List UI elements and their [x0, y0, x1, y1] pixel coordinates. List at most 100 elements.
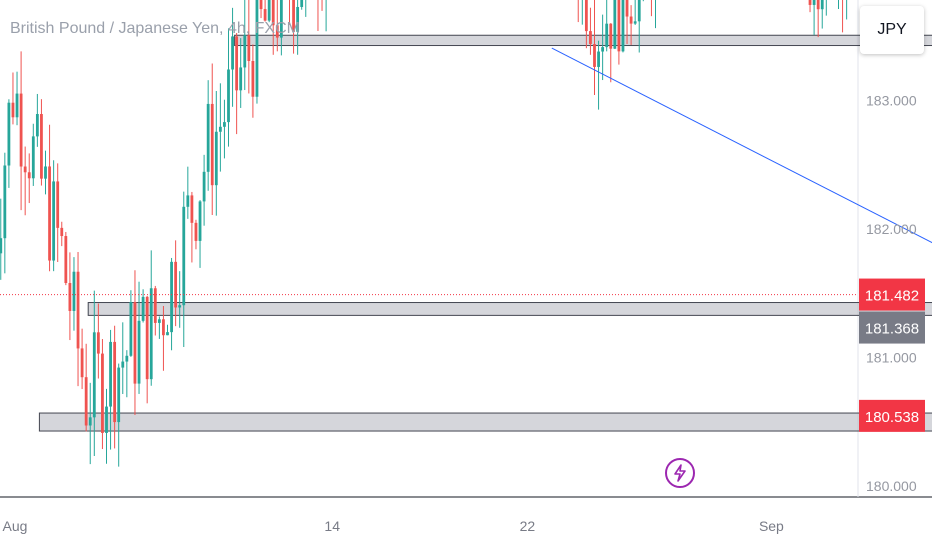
candle-body-17	[60, 227, 64, 237]
candle-body-151	[605, 23, 609, 48]
candle-body-38	[145, 296, 149, 380]
candle-body-44	[170, 261, 173, 333]
candle-body-39	[149, 288, 153, 380]
candle-body-69	[271, 0, 275, 26]
candle-body-15	[52, 181, 56, 261]
trendline-2	[551, 47, 932, 244]
candle-body-159	[637, 0, 641, 22]
candle-body-76	[300, 0, 304, 7]
candle-body-147	[589, 31, 592, 45]
candle-body-58	[227, 69, 230, 123]
candle-body-34	[129, 302, 133, 356]
candle-body-57	[223, 122, 226, 127]
candle-body-10	[31, 136, 35, 179]
candle-body-74	[292, 0, 295, 32]
candle-body-65	[255, 0, 259, 97]
candle-body-18	[64, 236, 68, 283]
candle-body-55	[214, 131, 218, 186]
candle-body-51	[198, 201, 202, 241]
time-tick-label: 14	[324, 518, 340, 534]
candle-body-75	[296, 6, 300, 32]
candle-body-43	[166, 332, 169, 336]
zone-2	[87, 302, 932, 316]
candle-body-46	[178, 305, 182, 308]
candle-body-45	[174, 261, 178, 308]
price-label-last: 181.482	[865, 288, 919, 305]
candle-body-31	[117, 367, 121, 423]
candle-body-146	[584, 0, 588, 32]
price-label-last-bg	[859, 278, 925, 311]
time-tick-label: Aug	[3, 518, 28, 534]
candle-body-47	[182, 206, 186, 306]
candle-body-20	[72, 271, 76, 311]
candle-body-27	[101, 353, 104, 433]
candle-body-23	[84, 377, 88, 426]
candle-body-156	[625, 0, 629, 17]
candle-body-155	[621, 0, 625, 52]
candle-body-21	[76, 271, 80, 349]
candle-body-37	[141, 296, 145, 321]
candle-body-11	[35, 114, 39, 137]
price-tick-label: 180.000	[866, 478, 917, 494]
candle-body-152	[609, 23, 613, 49]
candle-body-148	[593, 44, 596, 67]
candle-body-52	[202, 171, 206, 202]
candle-body-30	[113, 341, 117, 423]
candle-body-49	[190, 195, 194, 223]
candle-body-41	[157, 319, 161, 323]
candle-body-25	[92, 332, 96, 418]
time-tick-label: 22	[520, 518, 536, 534]
candle-body-204	[820, 0, 824, 10]
zone-1	[234, 34, 932, 47]
price-label-entry-bg	[859, 311, 925, 344]
price-tick-label: 183.000	[866, 93, 917, 109]
candle-body-5	[11, 102, 15, 118]
chart-title: British Pound / Japanese Yen, 4h, FXCM	[10, 20, 300, 37]
candle-body-16	[56, 181, 60, 228]
candle-body-7	[19, 93, 23, 167]
candle-body-67	[263, 9, 267, 21]
price-label-stop-bg	[859, 399, 925, 432]
candle-body-3	[3, 165, 7, 239]
candle-body-8	[23, 166, 27, 173]
candle-body-35	[133, 302, 137, 384]
candle-body-154	[617, 0, 621, 52]
candle-body-157	[629, 16, 633, 24]
candle-body-22	[80, 348, 84, 378]
currency-button[interactable]: JPY	[860, 6, 924, 54]
candle-body-153	[613, 0, 617, 49]
candle-body-59	[231, 36, 234, 70]
candle-body-150	[601, 47, 605, 52]
candle-body-6	[15, 93, 19, 118]
price-label-entry: 181.368	[865, 321, 919, 338]
candle-body-61	[239, 67, 243, 91]
candle-body-33	[125, 355, 129, 362]
candle-body-60	[235, 36, 239, 91]
zone-3	[38, 412, 932, 432]
candle-body-48	[186, 195, 190, 207]
candle-body-64	[251, 61, 255, 97]
candle-body-26	[96, 332, 100, 354]
candle-body-70	[275, 25, 279, 38]
candles	[0, 0, 848, 467]
candle-body-63	[247, 35, 251, 62]
candle-body-54	[210, 103, 214, 186]
candle-body-42	[162, 319, 165, 336]
candle-body-13	[44, 166, 47, 179]
candle-body-32	[121, 361, 125, 368]
candle-body-68	[267, 0, 271, 21]
candle-body-36	[137, 320, 141, 384]
candle-body-149	[597, 51, 600, 67]
candle-body-40	[153, 288, 157, 323]
candle-body-29	[109, 341, 112, 407]
candle-body-56	[218, 126, 222, 132]
candle-body-202	[812, 0, 816, 5]
candle-body-14	[48, 166, 51, 261]
candle-body-28	[105, 406, 108, 433]
candle-body-50	[194, 222, 198, 241]
candle-body-66	[259, 0, 263, 10]
lightning-icon[interactable]	[665, 458, 695, 488]
time-tick-label: Sep	[759, 518, 784, 534]
candle-body-71	[279, 0, 283, 38]
